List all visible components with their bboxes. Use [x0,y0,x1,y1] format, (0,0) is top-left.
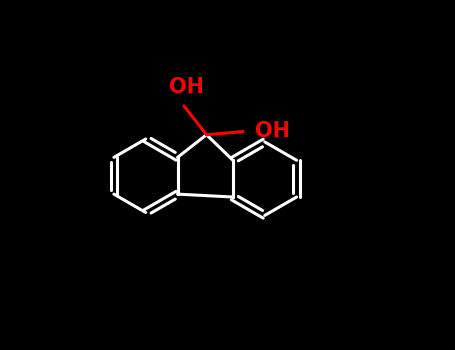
Text: OH: OH [255,121,290,141]
Text: OH: OH [169,77,204,97]
